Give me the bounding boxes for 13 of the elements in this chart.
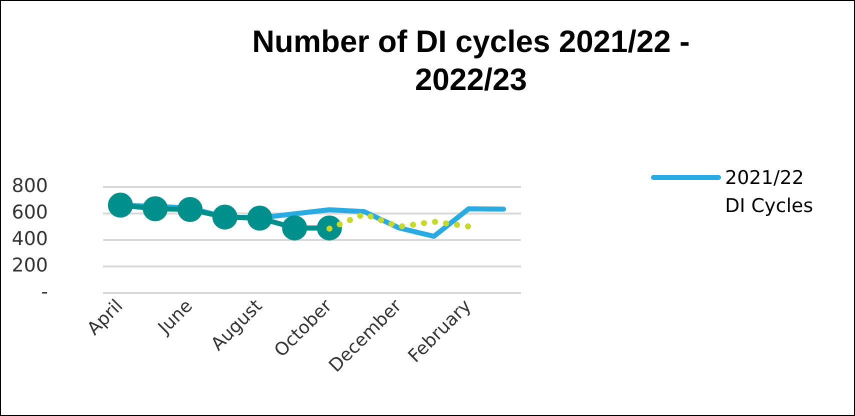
point — [212, 204, 238, 230]
point — [108, 192, 133, 218]
y-tick-label: 800 — [12, 174, 48, 197]
y-tick-label: 400 — [12, 228, 48, 250]
point — [247, 206, 272, 231]
point — [282, 215, 308, 240]
point — [142, 196, 168, 222]
chart-title: Number of DI cycles 2021/22 - 2022/23 — [251, 23, 691, 99]
point — [178, 197, 203, 222]
y-tick-label: 200 — [12, 254, 48, 276]
y-tick-label: - — [41, 280, 48, 303]
y-tick-label: 600 — [12, 201, 48, 224]
legend-label: 2021/22 DI Cycles — [725, 166, 814, 219]
